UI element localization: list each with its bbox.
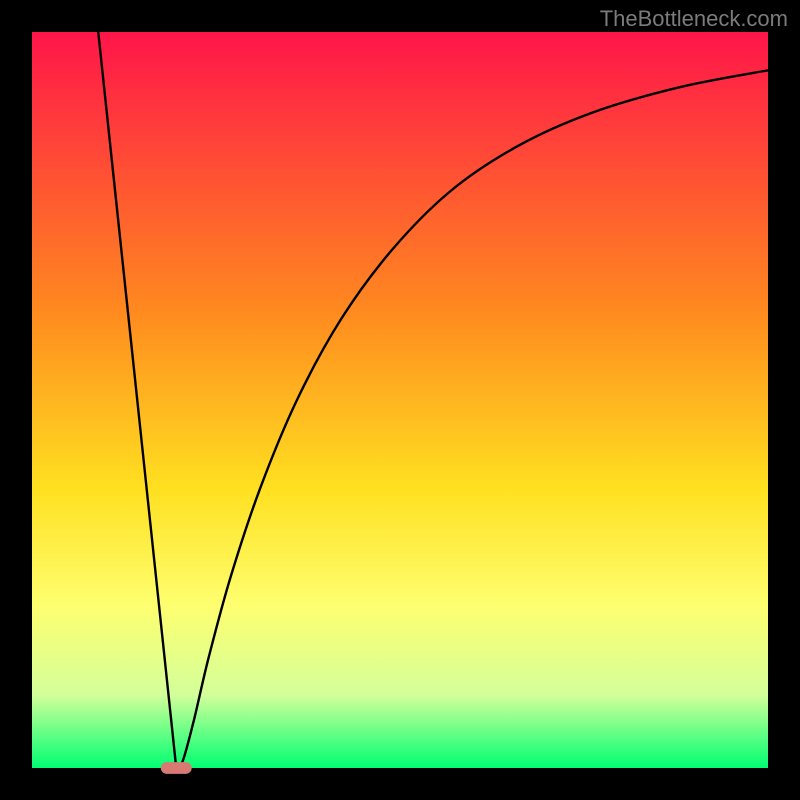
chart-container: TheBottleneck.com [0, 0, 800, 800]
minimum-marker [161, 762, 192, 774]
plot-background [32, 32, 768, 768]
watermark-text: TheBottleneck.com [600, 6, 788, 32]
chart-svg [0, 0, 800, 800]
